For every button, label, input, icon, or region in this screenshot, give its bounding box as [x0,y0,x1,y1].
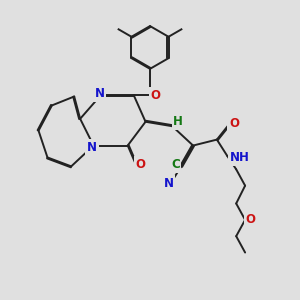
Text: N: N [94,87,104,100]
Text: NH: NH [230,151,250,164]
Text: O: O [245,213,256,226]
Text: C: C [171,158,180,171]
Text: N: N [87,140,97,154]
Text: N: N [164,177,173,190]
Text: O: O [150,89,160,102]
Text: O: O [229,117,239,130]
Text: O: O [136,158,146,171]
Text: H: H [173,115,183,128]
